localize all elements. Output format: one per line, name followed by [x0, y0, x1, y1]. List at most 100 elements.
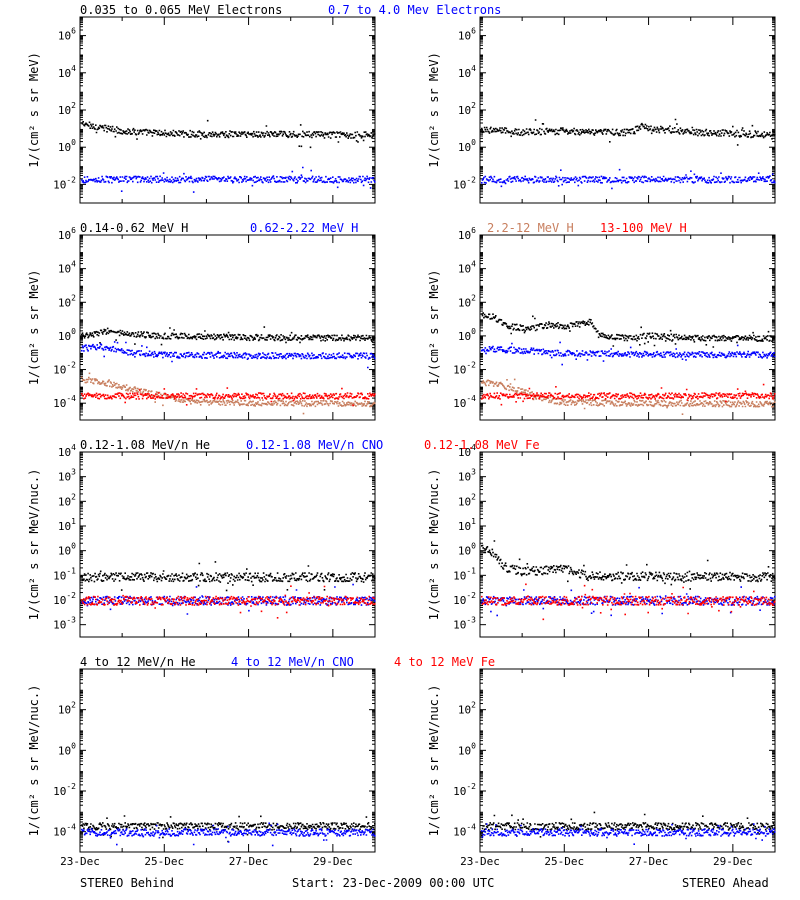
y-tick-label: 103	[458, 468, 476, 484]
series-points-2	[81, 372, 376, 415]
legend-label: 13-100 MeV H	[600, 221, 687, 235]
y-tick-label: 104	[458, 64, 476, 80]
legend-label: 2.2-12 MeV H	[487, 221, 574, 235]
y-tick-label: 102	[58, 101, 76, 117]
series-points-0	[481, 118, 776, 146]
legend-label: 4 to 12 MeV/n CNO	[231, 655, 354, 669]
panel-behind-row-1: 10-4 10-2 100 102 104 106 1/(cm² s sr MeV)	[27, 226, 376, 421]
panel-grid: 0.035 to 0.065 MeV Electrons 0.7 to 4.0 M…	[27, 3, 776, 868]
y-tick-label: 102	[458, 293, 476, 309]
y-tick-label: 102	[58, 293, 76, 309]
x-tick-label: 25-Dec	[144, 855, 184, 868]
y-tick-label: 100	[58, 542, 76, 558]
y-tick-label: 10-4	[53, 823, 76, 839]
y-tick-label: 102	[458, 701, 476, 717]
y-axis-label: 1/(cm² s sr MeV)	[427, 270, 441, 386]
y-tick-label: 100	[58, 741, 76, 757]
y-tick-label: 10-4	[53, 394, 76, 410]
legend-label: 4 to 12 MeV Fe	[394, 655, 495, 669]
series-points-0	[481, 312, 776, 348]
y-tick-label: 10-2	[53, 361, 76, 377]
y-tick-label: 10-1	[453, 566, 476, 582]
y-axis-label: 1/(cm² s sr MeV/nuc.)	[427, 685, 441, 837]
y-tick-label: 100	[458, 138, 476, 154]
series-points-2	[81, 585, 376, 619]
series-points-0	[481, 811, 776, 838]
series-points-0	[81, 815, 376, 843]
y-tick-label: 10-2	[453, 361, 476, 377]
panel-ahead-row-1: 10-4 10-2 100 102 104 106 1/(cm² s sr MeV)	[427, 226, 776, 421]
x-tick-label: 29-Dec	[713, 855, 753, 868]
y-tick-label: 10-2	[453, 782, 476, 798]
legend-label: 0.12-1.08 MeV/n CNO	[246, 438, 383, 452]
y-axis-label: 1/(cm² s sr MeV/nuc.)	[27, 469, 41, 621]
panel-ahead-row-3: 10-4 10-2 100 102 1/(cm² s sr MeV/nuc.) 23-De…	[427, 668, 776, 868]
y-tick-label: 10-2	[53, 782, 76, 798]
y-tick-label: 10-2	[53, 591, 76, 607]
legend-label: 0.12-1.08 MeV Fe	[424, 438, 540, 452]
y-tick-label: 10-2	[53, 175, 76, 191]
plot-frame	[79, 234, 376, 421]
y-tick-label: 104	[58, 64, 76, 80]
y-tick-label: 104	[458, 443, 476, 459]
legend-label: 0.12-1.08 MeV/n He	[80, 438, 210, 452]
y-tick-label: 104	[58, 443, 76, 459]
y-tick-label: 100	[458, 327, 476, 343]
y-tick-label: 101	[58, 517, 76, 533]
legend-label: 4 to 12 MeV/n He	[80, 655, 196, 669]
y-tick-label: 10-3	[53, 616, 76, 632]
series-points-0	[81, 326, 376, 346]
legend-label: 0.035 to 0.065 MeV Electrons	[80, 3, 282, 17]
y-tick-label: 100	[58, 138, 76, 154]
plot-frame	[79, 668, 376, 853]
y-tick-label: 106	[458, 27, 476, 43]
panel-ahead-row-2: 10-3 10-2 10-1 100 101 102 103 104 1/(cm² s sr M…	[427, 443, 776, 638]
plot-frame	[79, 451, 376, 638]
y-tick-label: 10-4	[453, 394, 476, 410]
y-axis-label: 1/(cm² s sr MeV)	[427, 52, 441, 168]
y-tick-label: 104	[458, 260, 476, 276]
x-tick-label: 27-Dec	[629, 855, 669, 868]
y-tick-label: 103	[58, 468, 76, 484]
y-axis-label: 1/(cm² s sr MeV)	[27, 270, 41, 386]
y-tick-label: 10-3	[453, 616, 476, 632]
panel-behind-row-3: 10-4 10-2 100 102 1/(cm² s sr MeV/nuc.) 23-De…	[27, 668, 376, 868]
x-tick-label: 23-Dec	[60, 855, 100, 868]
plot-frame	[479, 451, 776, 638]
series-points-3	[81, 387, 376, 407]
legend-label: 0.62-2.22 MeV H	[250, 221, 358, 235]
series-points-0	[481, 540, 776, 590]
y-tick-label: 102	[458, 492, 476, 508]
x-tick-label: 27-Dec	[229, 855, 269, 868]
series-points-1	[481, 168, 776, 190]
y-tick-label: 100	[458, 542, 476, 558]
panel-behind-row-0: 10-2 100 102 104 106 1/(cm² s sr MeV)	[27, 16, 376, 204]
y-tick-label: 100	[458, 741, 476, 757]
footer-right-label: STEREO Ahead	[682, 876, 769, 890]
y-tick-label: 106	[458, 226, 476, 242]
y-tick-label: 106	[58, 27, 76, 43]
y-tick-label: 10-2	[453, 591, 476, 607]
series-points-0	[81, 119, 376, 149]
y-axis-label: 1/(cm² s sr MeV)	[27, 52, 41, 168]
x-tick-label: 29-Dec	[313, 855, 353, 868]
panel-behind-row-2: 10-3 10-2 10-1 100 101 102 103 104 1/(cm² s sr M…	[27, 443, 376, 638]
x-tick-label: 23-Dec	[460, 855, 500, 868]
series-points-1	[81, 341, 376, 369]
y-tick-label: 104	[58, 260, 76, 276]
series-points-0	[81, 561, 376, 592]
plot-frame	[479, 16, 776, 204]
series-points-1	[481, 341, 776, 366]
y-tick-label: 10-2	[453, 175, 476, 191]
footer-start-time: Start: 23-Dec-2009 00:00 UTC	[292, 876, 494, 890]
y-tick-label: 100	[58, 327, 76, 343]
legend-label: 0.7 to 4.0 Mev Electrons	[328, 3, 501, 17]
legend-label: 0.14-0.62 MeV H	[80, 221, 188, 235]
y-tick-label: 106	[58, 226, 76, 242]
y-axis-label: 1/(cm² s sr MeV/nuc.)	[27, 685, 41, 837]
plot-frame	[79, 16, 376, 204]
footer-left-label: STEREO Behind	[80, 876, 174, 890]
y-tick-label: 10-1	[53, 566, 76, 582]
series-points-1	[81, 166, 376, 193]
